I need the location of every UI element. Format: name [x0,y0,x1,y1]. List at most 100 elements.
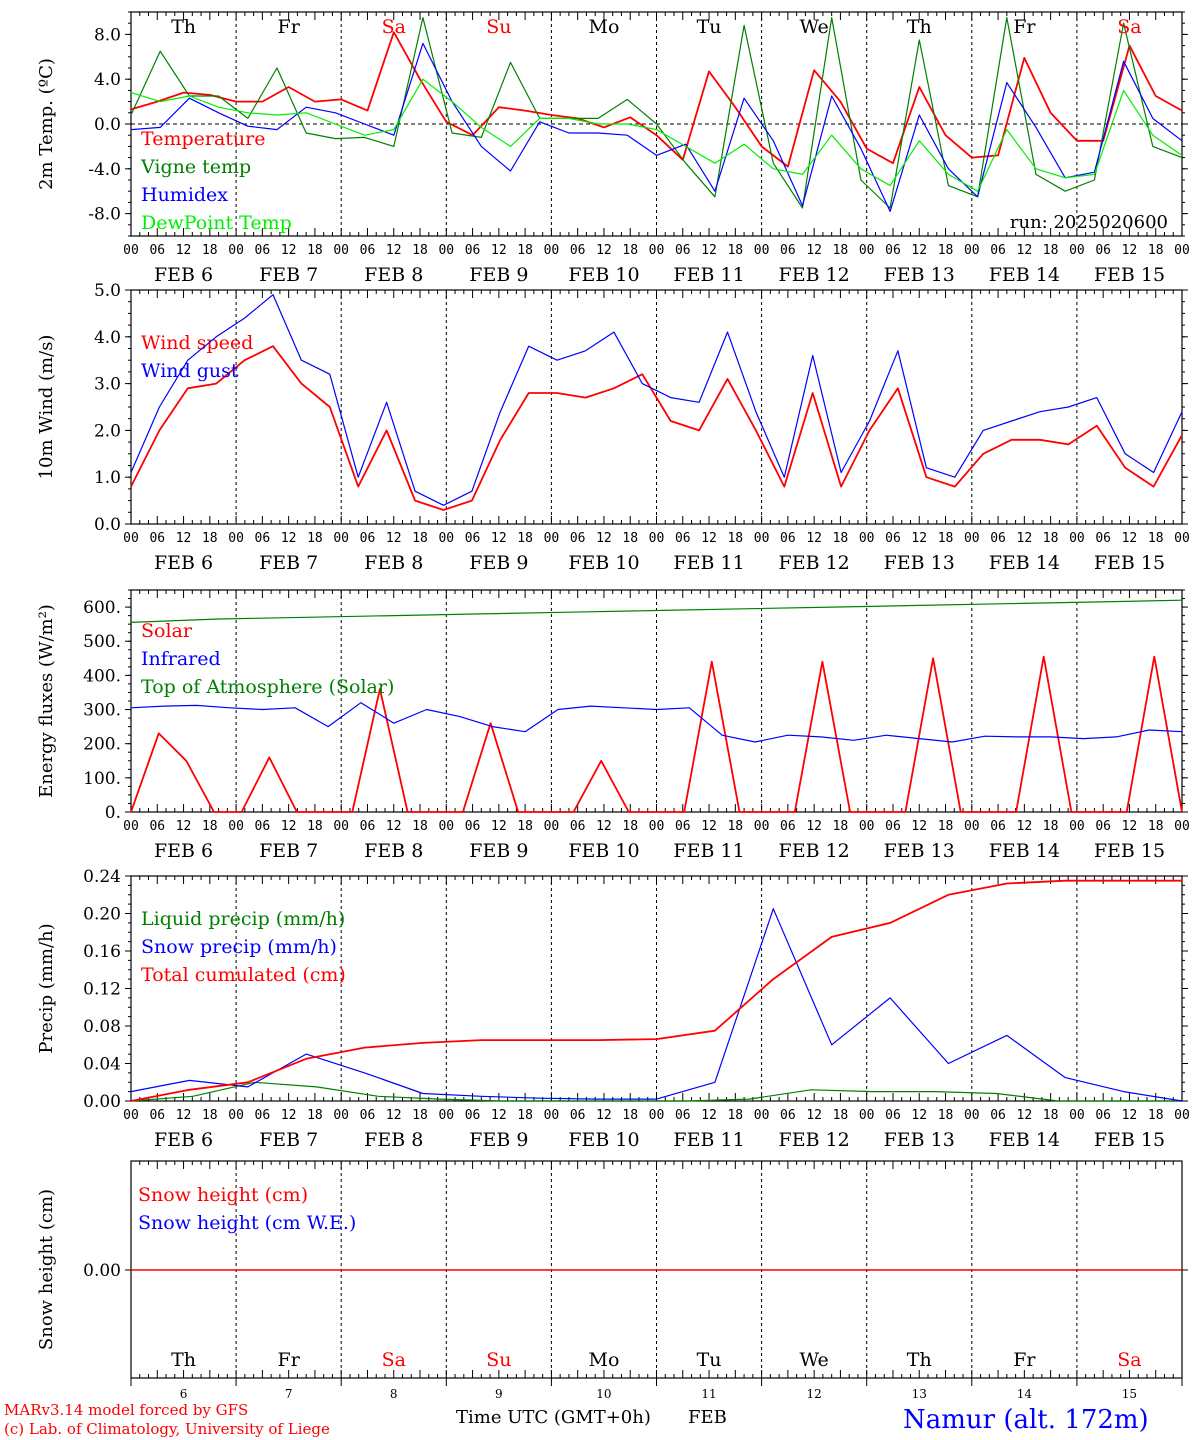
date-label: FEB 6 [154,840,213,862]
hour-label: 18 [412,1108,428,1123]
hour-label: 00 [1174,1108,1190,1123]
hour-label: 06 [1095,819,1111,834]
hour-label: 00 [964,1108,980,1123]
hour-label: 00 [649,819,665,834]
hour-label: 00 [859,531,875,546]
series-line-2 [130,879,1182,1102]
hour-label: 00 [123,1108,139,1123]
hour-label: 00 [1069,819,1085,834]
date-label: FEB 15 [1094,1129,1165,1151]
hour-label: 06 [360,243,376,258]
day-name: Tu [697,16,722,38]
day-name: Mo [588,1349,619,1371]
hour-label: 12 [596,243,612,258]
hour-label: 06 [990,243,1006,258]
hour-label: 12 [1122,819,1138,834]
y-tick-label: 500. [83,632,121,652]
hour-label: 06 [990,819,1006,834]
day-number: 14 [1017,1387,1033,1401]
legend-entry: DewPoint Temp [141,212,292,234]
hour-label: 18 [307,819,323,834]
date-label: FEB 7 [259,264,318,286]
day-number: 6 [180,1387,188,1401]
hour-label: 18 [1148,531,1164,546]
hour-label: 12 [281,1108,297,1123]
wind-panel: 5.0 4.0 3.0 2.0 1.0 0.0 10m Wind (m/s) Wind spe… [36,281,1190,574]
legend-entry: Solar [141,620,193,642]
hour-label: 06 [675,531,691,546]
date-label: FEB 6 [154,1129,213,1151]
y-tick-label: 0.24 [83,867,121,887]
hour-label: 12 [701,1108,717,1123]
date-label: FEB 15 [1094,264,1165,286]
hour-label: 12 [386,819,402,834]
date-label: FEB 13 [884,840,955,862]
date-label: FEB 8 [364,1129,423,1151]
hour-label: 18 [622,819,638,834]
hour-label: 00 [228,243,244,258]
y-axis-label: Precip (mm/h) [36,923,57,1053]
hour-label: 18 [1148,243,1164,258]
hour-label: 18 [517,243,533,258]
series-line-1 [130,702,1183,743]
hour-label: 12 [386,1108,402,1123]
hour-label: 18 [833,819,849,834]
temp-panel: 8.0 4.0 0.0 -4.0 -8.0 2m Temp. (ºC) Temperatur… [36,11,1190,286]
hour-label: 18 [727,243,743,258]
hour-label: 18 [202,531,218,546]
day-name: Th [907,16,932,38]
date-label: FEB 10 [568,264,639,286]
day-name: Th [171,16,196,38]
y-tick-label: 0.16 [83,942,121,962]
date-label: FEB 10 [568,1129,639,1151]
legend-entry: Wind gust [141,360,239,382]
day-name: Fr [278,16,301,38]
hour-label: 06 [1095,243,1111,258]
y-tick-label: 0.08 [83,1017,121,1037]
series-line-0 [130,345,1183,511]
month-label: FEB [688,1407,727,1428]
hour-label: 12 [596,1108,612,1123]
snow-panel: 0.00 Snow height (cm) Snow height (cm) Snow… [36,1160,1188,1401]
legend-entry: Snow height (cm W.E.) [138,1212,356,1234]
hour-label: 00 [544,243,560,258]
date-label: FEB 8 [364,552,423,574]
hour-label: 06 [149,531,165,546]
hour-label: 06 [465,1108,481,1123]
hour-label: 06 [149,819,165,834]
legend-entry: Snow precip (mm/h) [141,936,337,958]
hour-label: 06 [780,819,796,834]
hour-label: 00 [964,531,980,546]
y-tick-label: -8.0 [88,205,121,225]
y-tick-label: 8.0 [94,25,121,45]
hour-label: 12 [491,1108,507,1123]
hour-label: 12 [1017,819,1033,834]
hour-label: 06 [675,819,691,834]
hour-label: 18 [307,531,323,546]
day-name: Th [171,1349,196,1371]
hour-label: 06 [1095,1108,1111,1123]
hour-label: 18 [202,243,218,258]
hour-label: 00 [333,1108,349,1123]
date-label: FEB 9 [469,552,528,574]
y-tick-label: 300. [83,701,121,721]
hour-label: 12 [176,531,192,546]
hour-label: 00 [544,531,560,546]
legend-entry: Humidex [141,184,228,206]
hour-label: 00 [754,1108,770,1123]
day-number: 12 [807,1387,822,1401]
hour-label: 12 [491,243,507,258]
series-line-1 [130,294,1183,506]
date-label: FEB 13 [884,1129,955,1151]
hour-label: 06 [570,819,586,834]
hour-label: 18 [412,531,428,546]
hour-label: 18 [517,1108,533,1123]
hour-label: 06 [149,1108,165,1123]
hour-label: 18 [517,819,533,834]
energy-panel: 600. 500. 400. 300. 200. 100. 0. Energy fluxes … [36,589,1190,862]
hour-label: 00 [649,1108,665,1123]
y-tick-label: 0.04 [83,1055,121,1075]
hour-label: 00 [438,243,454,258]
hour-label: 18 [622,1108,638,1123]
hour-label: 06 [675,243,691,258]
